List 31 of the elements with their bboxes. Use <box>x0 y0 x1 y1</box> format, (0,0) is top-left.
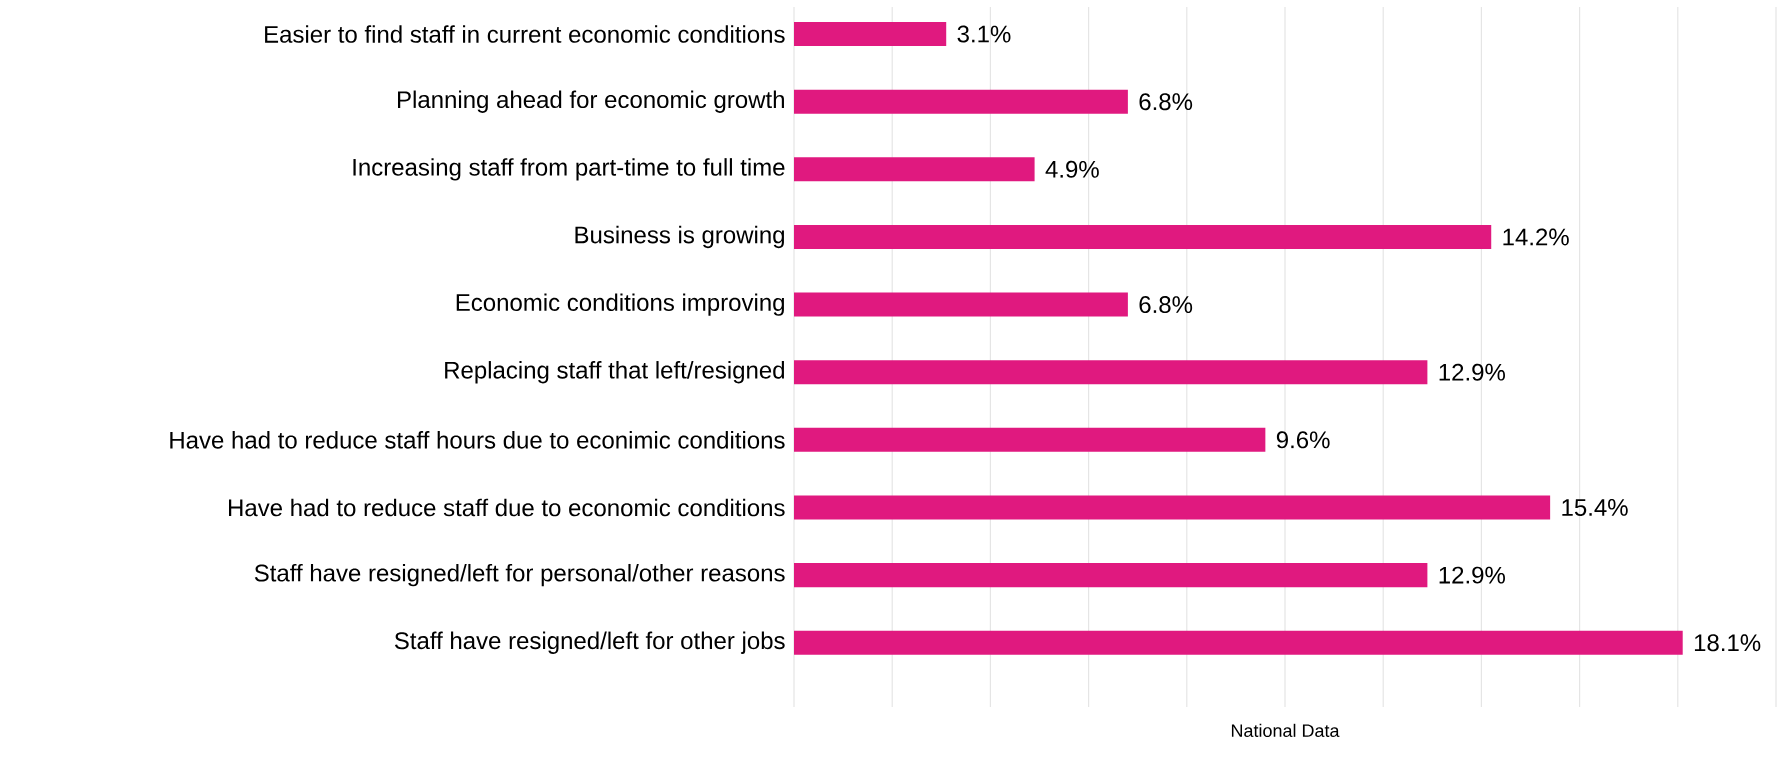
data-label: 12.9% <box>1439 566 1505 584</box>
data-label: 4.9% <box>1045 160 1099 178</box>
data-label: 9.6% <box>1276 431 1330 449</box>
data-label: 14.2% <box>1503 228 1569 246</box>
y-tick-label: Planning ahead for economic growth <box>398 90 784 113</box>
y-tick-label: Staff have resigned/left for other jobs <box>394 631 785 654</box>
x-axis-title: National Data <box>1231 723 1340 738</box>
y-tick-label: Economic conditions improving <box>456 293 784 316</box>
data-label: 6.8% <box>1139 93 1193 111</box>
bar <box>794 22 947 47</box>
data-label: 3.1% <box>957 25 1011 43</box>
bar <box>794 157 1035 182</box>
y-tick-label: Business is growing <box>575 225 784 249</box>
bar <box>794 495 1551 520</box>
data-label: 6.8% <box>1139 296 1193 314</box>
data-label: 18.1% <box>1694 634 1761 652</box>
data-label: 12.9% <box>1439 363 1505 381</box>
bar <box>794 563 1428 588</box>
bar <box>794 360 1428 385</box>
y-tick-label: Increasing staff from part-time to full time <box>353 158 785 181</box>
y-tick-label: Replacing staff that left/resigned <box>445 361 784 384</box>
y-tick-label: Staff have resigned/left for personal/other reasons <box>254 563 785 587</box>
bar <box>794 224 1492 249</box>
y-tick-label: Have had to reduce staff hours due to econimic conditions <box>170 431 785 449</box>
y-tick-label: Easier to find staff in current economic conditions <box>265 25 785 43</box>
data-label: 15.4% <box>1562 499 1628 516</box>
bar <box>794 427 1266 452</box>
bar <box>794 89 1128 114</box>
bar <box>794 630 1683 655</box>
bar <box>794 292 1128 317</box>
y-tick-label: Have had to reduce staff due to economic conditions <box>229 498 785 517</box>
